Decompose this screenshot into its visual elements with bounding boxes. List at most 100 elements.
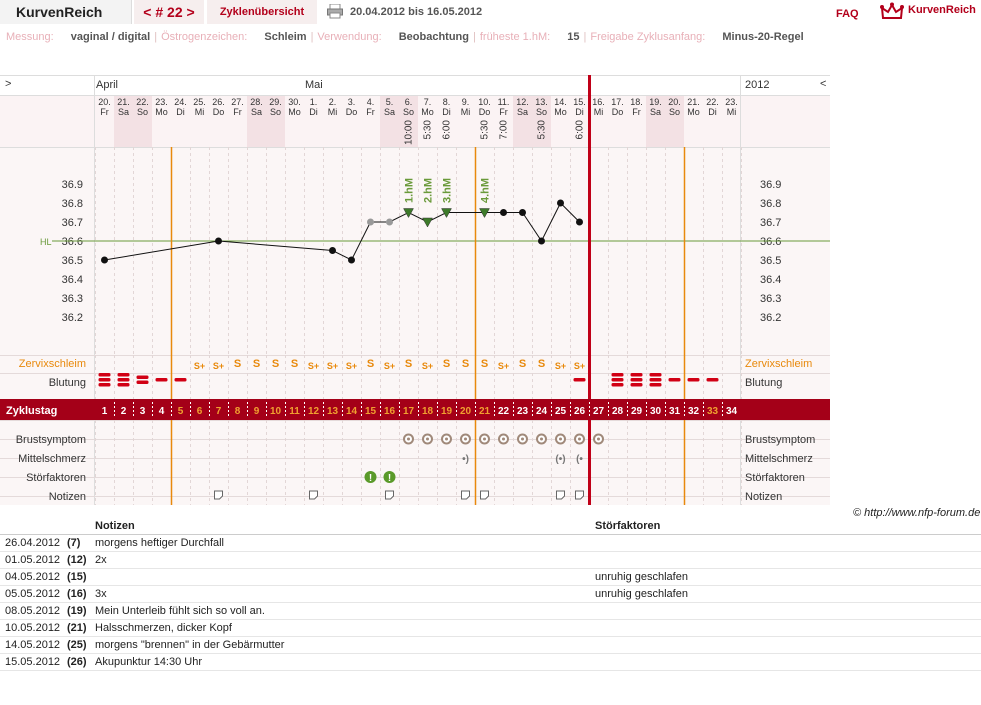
temperature-point xyxy=(367,218,374,226)
cycleday-number: 17 xyxy=(403,406,415,417)
day-number: 3. xyxy=(348,97,356,107)
row-date: 05.05.2012 xyxy=(5,588,61,600)
day-number: 23. xyxy=(725,97,738,107)
measure-time: 6:00 xyxy=(442,120,453,140)
cervix-mark: S+ xyxy=(308,361,319,371)
breast-symptom-dot xyxy=(521,437,524,441)
app-title[interactable]: KurvenReich xyxy=(0,0,132,24)
ovulation-label: 2.hM xyxy=(423,178,435,203)
weekend-header-cell xyxy=(513,95,532,147)
temperature-point xyxy=(348,256,355,264)
nav-left-arrow[interactable]: > xyxy=(5,78,11,90)
weekday-label: Di xyxy=(309,107,318,117)
faq-link[interactable]: FAQ xyxy=(836,8,859,20)
note-icon[interactable] xyxy=(461,490,470,500)
note-icon[interactable] xyxy=(385,490,394,500)
day-number: 4. xyxy=(367,97,375,107)
setting-label: früheste 1.hM: xyxy=(479,31,551,43)
cervix-mark: S+ xyxy=(213,361,224,371)
cycleday-number: 33 xyxy=(707,406,719,417)
breast-symptom-dot xyxy=(597,437,600,441)
ovulation-marker xyxy=(403,208,414,219)
cycleday-number: 4 xyxy=(159,406,165,417)
cycleday-band xyxy=(0,399,830,420)
bleeding-mark xyxy=(155,378,168,382)
month-label: Mai xyxy=(305,79,323,91)
row-disturb: unruhig geschlafen xyxy=(595,571,688,583)
note-icon[interactable] xyxy=(480,490,489,500)
row-date: 14.05.2012 xyxy=(5,639,61,651)
credit-text[interactable]: © http://www.nfp-forum.de xyxy=(853,507,981,519)
ovulation-label: 3.hM xyxy=(442,178,454,203)
row-note: Akupunktur 14:30 Uhr xyxy=(95,656,203,668)
day-number: 20. xyxy=(98,97,111,107)
row-date: 04.05.2012 xyxy=(5,571,61,583)
settings-bar: Messung: vaginal / digital | Östrogenzeich… xyxy=(6,30,804,44)
temperature-point xyxy=(215,237,222,245)
weekday-label: Mo xyxy=(421,107,434,117)
cycle-navigator[interactable]: < # 22 > xyxy=(134,0,204,24)
settings-separator: | xyxy=(583,31,587,43)
logo-text[interactable]: KurvenReich xyxy=(908,4,976,16)
y-tick-left: 36.4 xyxy=(62,274,83,286)
day-number: 11. xyxy=(498,97,510,107)
table-row: 05.05.2012 (16) 3x unruhig geschlafen xyxy=(0,586,981,603)
row-label-notes-right: Notizen xyxy=(745,491,782,503)
note-icon-shape xyxy=(214,490,223,500)
cycleday-number: 24 xyxy=(536,406,548,417)
cycleday-number: 7 xyxy=(216,406,222,417)
row-label-cervix-right: Zervixschleim xyxy=(745,358,812,370)
row-date: 08.05.2012 xyxy=(5,605,61,617)
row-date: 01.05.2012 xyxy=(5,554,61,566)
y-tick-right: 36.9 xyxy=(760,179,781,191)
table-row: 26.04.2012 (7) morgens heftiger Durchfall xyxy=(0,535,981,552)
cervix-mark: S xyxy=(443,358,450,370)
breast-symptom-dot xyxy=(559,437,562,441)
note-icon[interactable] xyxy=(556,490,565,500)
temperature-point xyxy=(538,237,545,245)
cycleday-number: 22 xyxy=(498,406,510,417)
nav-right-arrow[interactable]: < xyxy=(820,78,826,90)
row-cycleday: (21) xyxy=(67,622,87,634)
day-number: 10. xyxy=(478,97,491,107)
row-label-notes-left: Notizen xyxy=(49,491,86,503)
y-tick-left: 36.3 xyxy=(62,293,83,305)
day-number: 18. xyxy=(630,97,643,107)
bleeding-mark xyxy=(611,383,624,387)
bleeding-mark xyxy=(649,373,662,377)
weekday-label: So xyxy=(669,107,680,117)
bleeding-mark xyxy=(174,378,187,382)
y-tick-right: 36.3 xyxy=(760,293,781,305)
bleeding-mark xyxy=(136,375,149,379)
cycle-overview-link[interactable]: Zyklenübersicht xyxy=(207,0,317,24)
weekday-label: Sa xyxy=(384,107,395,117)
cycleday-number: 2 xyxy=(121,406,127,417)
cycle-chart: > <2012 April Mai 20. Fr 21. Sa 22. So 23. Mo 24. Di 2… xyxy=(0,75,830,505)
midpain-icon: •) xyxy=(462,454,469,465)
cervix-mark: S+ xyxy=(384,361,395,371)
bleeding-mark xyxy=(630,378,643,382)
printer-icon[interactable] xyxy=(327,4,343,19)
cycleday-number: 19 xyxy=(441,406,453,417)
row-cycleday: (12) xyxy=(67,554,87,566)
cervix-mark: S+ xyxy=(555,361,566,371)
cycleday-number: 11 xyxy=(289,406,300,417)
weekday-label: Fr xyxy=(499,107,508,117)
note-icon[interactable] xyxy=(309,490,318,500)
day-number: 21. xyxy=(117,97,130,107)
measure-time: 10:00 xyxy=(404,120,415,145)
date-range: 20.04.2012 bis 16.05.2012 xyxy=(350,6,483,18)
note-icon[interactable] xyxy=(575,490,584,500)
table-row: 10.05.2012 (21) Halsschmerzen, dicker Kopf xyxy=(0,620,981,637)
month-label: April xyxy=(96,79,118,91)
symptom-rows-bg xyxy=(0,420,830,505)
row-label-bleeding-left: Blutung xyxy=(49,377,86,389)
weekday-label: Mo xyxy=(155,107,168,117)
note-icon-shape xyxy=(461,490,470,500)
setting-value: 15 xyxy=(567,31,580,43)
note-icon[interactable] xyxy=(214,490,223,500)
hl-label: HL xyxy=(40,237,52,247)
crown-logo-icon[interactable] xyxy=(880,2,904,22)
weekend-header-cell xyxy=(247,95,266,147)
row-note: morgens heftiger Durchfall xyxy=(95,537,225,549)
